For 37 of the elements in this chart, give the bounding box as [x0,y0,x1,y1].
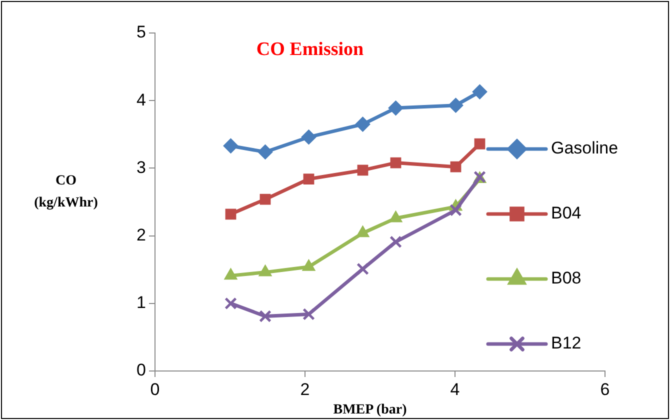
point [302,308,315,320]
point [474,138,486,150]
point [224,297,237,310]
point [390,236,402,248]
point [223,138,238,154]
point [390,157,402,168]
point [259,310,272,322]
y-tick-label: 2 [136,225,146,244]
point [260,194,271,205]
point [356,262,369,276]
y-tick-label: 4 [136,90,146,110]
legend-label: Gasoline [551,138,618,158]
legend-label: B08 [551,268,582,288]
point [472,84,488,100]
point [450,161,462,172]
y-tick-label: 1 [136,293,146,312]
point [448,98,464,113]
y-axis-title: CO (kg/kWhr) [34,174,98,211]
point [357,164,368,176]
point [258,144,273,160]
point [450,204,462,216]
legend-label: B04 [551,204,582,223]
y-tick-label: 0 [136,360,146,380]
x-tick-label: 0 [150,380,160,399]
point [301,130,316,145]
point [388,100,404,116]
x-tick-label: 2 [300,380,310,399]
point [225,208,236,220]
chart-title: CO Emission [256,38,364,60]
x-axis-title: BMEP (bar) [333,402,408,418]
x-tick-label: 4 [450,380,460,399]
y-tick-label: 5 [136,22,146,42]
point [355,116,370,132]
point [303,174,314,184]
x-tick-label: 6 [600,380,610,399]
y-tick-label: 3 [136,158,146,177]
legend-label: B12 [551,334,582,353]
